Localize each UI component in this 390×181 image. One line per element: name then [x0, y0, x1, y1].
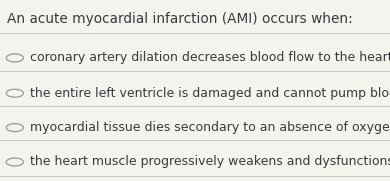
Text: the heart muscle progressively weakens and dysfunctions.: the heart muscle progressively weakens a… [30, 155, 390, 169]
Text: coronary artery dilation decreases blood flow to the heart.: coronary artery dilation decreases blood… [30, 51, 390, 64]
Text: An acute myocardial infarction (AMI) occurs when:: An acute myocardial infarction (AMI) occ… [7, 12, 353, 26]
Text: the entire left ventricle is damaged and cannot pump blood.: the entire left ventricle is damaged and… [30, 87, 390, 100]
Text: myocardial tissue dies secondary to an absence of oxygen.: myocardial tissue dies secondary to an a… [30, 121, 390, 134]
